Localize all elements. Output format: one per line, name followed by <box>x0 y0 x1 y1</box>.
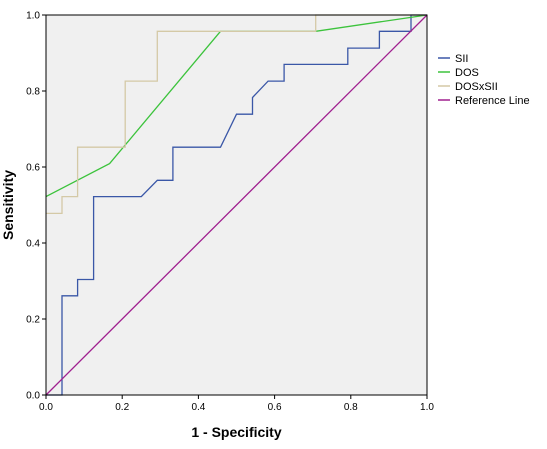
legend-label: Reference Line <box>455 95 530 107</box>
legend-label: DOSxSII <box>455 81 498 93</box>
y-tick-label: 0.0 <box>26 391 40 402</box>
legend-label: SII <box>455 53 468 65</box>
x-tick-label: 0.0 <box>39 402 53 413</box>
x-tick-label: 0.6 <box>268 402 282 413</box>
x-tick-label: 0.8 <box>344 402 358 413</box>
y-tick-label: 0.2 <box>26 315 40 326</box>
x-axis-title: 1 - Specificity <box>191 424 281 440</box>
y-axis: 0.0 0.2 0.4 0.6 0.8 1.0 <box>26 11 46 402</box>
series-layer <box>45 14 428 396</box>
x-tick-label: 0.2 <box>115 402 129 413</box>
series-line-sii <box>46 14 427 396</box>
y-tick-label: 0.8 <box>26 87 40 98</box>
legend-label: DOS <box>455 67 479 79</box>
legend: SII DOS DOSxSII Reference Line <box>438 53 530 107</box>
series-line-dosxsii <box>46 14 427 215</box>
series-line-reference-line <box>45 14 428 396</box>
plot-frame <box>45 14 428 396</box>
x-tick-label: 1.0 <box>420 402 434 413</box>
y-tick-label: 1.0 <box>26 11 40 22</box>
x-axis: 0.0 0.2 0.4 0.6 0.8 1.0 <box>39 395 434 413</box>
x-tick-label: 0.4 <box>191 402 205 413</box>
y-axis-title: Sensitivity <box>0 170 16 240</box>
y-tick-label: 0.6 <box>26 163 40 174</box>
y-tick-label: 0.4 <box>26 239 40 250</box>
